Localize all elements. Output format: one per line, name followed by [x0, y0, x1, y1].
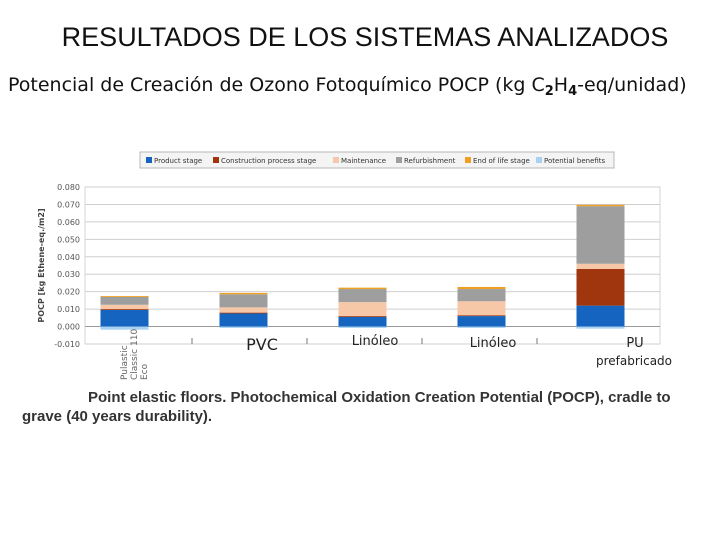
y-axis-label: POCP [kg Ethene-eq./m2] [37, 208, 46, 322]
bar-segment [457, 315, 506, 317]
bar-segment [457, 326, 506, 328]
bar-segment [100, 309, 149, 327]
subtitle-subscript-1: 2 [544, 84, 554, 99]
bar-segment [219, 294, 268, 308]
subtitle-subscript-2: 4 [568, 84, 578, 99]
slide-title: RESULTADOS DE LOS SISTEMAS ANALIZADOS [61, 22, 669, 52]
y-tick-label: 0.010 [57, 305, 80, 314]
bar-segment [219, 292, 268, 295]
bar-segment [576, 206, 625, 264]
bar-segment [338, 289, 387, 303]
y-tick-label: 0.060 [57, 218, 80, 227]
bar-segment [100, 296, 149, 305]
legend-label: Maintenance [341, 157, 386, 165]
bar-segment [219, 307, 268, 313]
bar-segment [100, 296, 149, 297]
bar-segment [100, 309, 149, 310]
bar-segment [576, 204, 625, 207]
legend-swatch [213, 157, 219, 163]
x-category-label: Linóleo [352, 334, 399, 349]
legend-swatch [333, 157, 339, 163]
legend-swatch [396, 157, 402, 163]
bar-segment [219, 312, 268, 314]
bar-segment [457, 286, 506, 290]
legend-swatch [536, 157, 542, 163]
x-category-label: PVC [246, 335, 278, 354]
bar-segment [457, 316, 506, 327]
legend-label: Product stage [154, 157, 202, 165]
legend-box [139, 151, 615, 169]
legend-label: Potential benefits [544, 157, 606, 165]
x-category-label: PU [626, 336, 643, 351]
bar-segment [457, 301, 506, 316]
caption-line-2: grave (40 years durability). [22, 408, 213, 425]
y-tick-label: 0.030 [57, 270, 80, 279]
bar-segment [219, 313, 268, 327]
bar-segment [457, 289, 506, 302]
x-category-label: prefabricado [596, 354, 672, 368]
y-tick-label: 0.080 [57, 183, 80, 192]
subtitle-text-2: H [553, 74, 569, 96]
bar-segment [338, 326, 387, 328]
bar-segment [100, 326, 149, 330]
legend-label: Refurbishment [404, 157, 456, 165]
y-tick-label: -0.010 [54, 340, 80, 349]
bar-segment [576, 268, 625, 306]
y-tick-label: 0.020 [57, 288, 80, 297]
bar-segment [338, 287, 387, 290]
x-category-label: Classic 110 [130, 329, 140, 380]
x-category-label: Eco [140, 363, 150, 380]
legend-label: Construction process stage [221, 157, 316, 165]
figure-caption: Point elastic floors. Photochemical Oxid… [22, 388, 702, 426]
y-tick-label: 0.070 [57, 200, 80, 209]
y-tick-label: 0.050 [57, 235, 80, 244]
subtitle-text-1: Potencial de Creación de Ozono Fotoquími… [8, 74, 545, 96]
y-tick-label: 0.000 [57, 323, 80, 332]
legend-swatch [146, 157, 152, 163]
pocp-chart: -0.010 0.000 0.010 0.020 0.030 0.040 0.050 0.06… [37, 151, 672, 380]
bar-segment [338, 302, 387, 317]
x-category-label: Linóleo [470, 336, 517, 351]
bar-segment [576, 305, 625, 327]
legend-swatch [465, 157, 471, 163]
bar-segment [576, 326, 625, 329]
x-category-label: Pulastic [120, 345, 130, 380]
bar-segment [338, 316, 387, 327]
y-tick-label: 0.040 [57, 253, 80, 262]
bar-segment [576, 263, 625, 269]
bar-segment [338, 316, 387, 317]
bar-segment [100, 304, 149, 310]
subtitle-text-3: -eq/unidad) [577, 74, 687, 96]
caption-line-1: Point elastic floors. Photochemical Oxid… [88, 389, 671, 406]
slide-subtitle: Potencial de Creación de Ozono Fotoquími… [8, 74, 720, 99]
bar-segment [219, 326, 268, 328]
legend-label: End of life stage [473, 157, 530, 165]
